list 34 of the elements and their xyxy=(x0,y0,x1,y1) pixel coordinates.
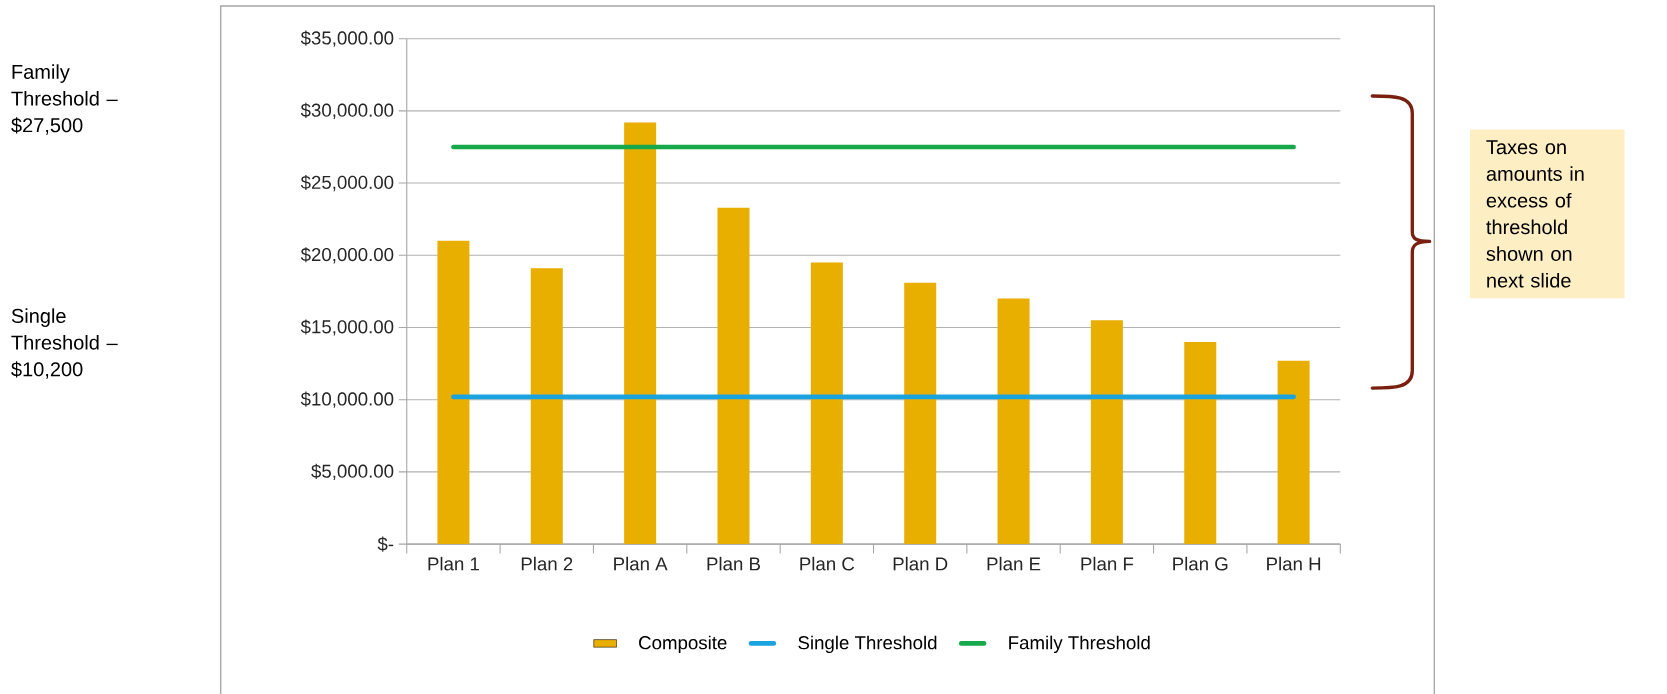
x-tick-label: Plan D xyxy=(893,556,948,571)
bar xyxy=(810,262,843,545)
bar xyxy=(1277,360,1310,545)
x-tick-label: Plan F xyxy=(1081,556,1134,571)
bar xyxy=(624,122,657,545)
legend-label: Single Threshold xyxy=(798,635,937,653)
x-tick-label: Plan E xyxy=(987,556,1041,571)
x-tick-label: Plan H xyxy=(1267,556,1321,571)
y-tick-label: $25,000.00 xyxy=(300,174,394,192)
y-tick-label: $20,000.00 xyxy=(300,247,394,264)
bar xyxy=(997,298,1030,545)
bar xyxy=(530,268,563,545)
y-tick-label: $30,000.00 xyxy=(300,102,394,119)
x-tick-label: Plan B xyxy=(707,556,760,571)
y-tick-label: $- xyxy=(377,536,394,552)
y-tick-label: $35,000.00 xyxy=(300,30,394,47)
x-tick-label: Plan C xyxy=(800,556,855,571)
x-tick-label: Plan 1 xyxy=(428,556,479,571)
bar xyxy=(1090,320,1123,545)
bar xyxy=(437,240,470,545)
bar xyxy=(1184,341,1217,545)
legend-label: Family Threshold xyxy=(1009,635,1150,653)
bar xyxy=(717,207,750,545)
y-tick-label: $15,000.00 xyxy=(300,319,394,336)
text: Single Threshold – $10,200 xyxy=(11,308,118,379)
bar xyxy=(904,282,937,545)
y-tick-label: $10,000.00 xyxy=(300,391,394,408)
legend-label: Composite xyxy=(639,635,727,653)
x-tick-label: Plan 2 xyxy=(521,556,573,571)
text: Family Threshold – $27,500 xyxy=(11,64,118,135)
x-tick-label: Plan A xyxy=(614,556,668,571)
x-tick-label: Plan G xyxy=(1173,556,1228,571)
y-tick-label: $5,000.00 xyxy=(311,463,394,480)
text: Taxes on amounts in excess of threshold shown on next slide xyxy=(1486,140,1584,288)
